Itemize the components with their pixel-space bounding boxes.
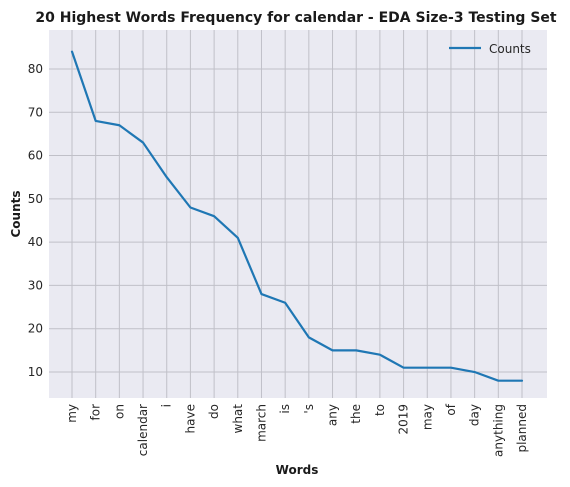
x-tick-label: planned [515,404,529,453]
x-axis-label: Words [276,463,319,477]
y-tick-label: 10 [28,365,43,379]
y-axis-ticks: 10 20 30 40 50 60 70 80 [28,62,43,379]
x-tick-label: calendar [136,404,150,456]
legend-label: Counts [489,42,531,56]
x-tick-label: of [444,403,458,415]
x-axis-ticks: my for on calendar i have do what march is 's any th… [65,403,529,457]
grid [49,30,547,398]
y-tick-label: 80 [28,62,43,76]
x-tick-label: the [349,404,363,424]
series-line [70,50,524,382]
y-tick-label: 20 [28,322,43,336]
legend: Counts [449,42,531,56]
y-tick-label: 30 [28,278,43,292]
x-tick-label: on [112,404,126,419]
x-tick-label: is [278,404,292,414]
x-tick-label: do [207,404,221,419]
y-tick-label: 60 [28,149,43,163]
x-tick-label: for [89,404,103,421]
series [70,50,524,382]
plot-area [49,30,547,398]
x-tick-label: anything [491,404,505,457]
y-tick-label: 70 [28,105,43,119]
y-tick-label: 50 [28,192,43,206]
x-tick-label: 2019 [397,404,411,435]
x-tick-label: what [231,404,245,434]
x-tick-label: have [183,404,197,433]
x-tick-label: day [468,404,482,426]
x-tick-label: 's [302,404,316,414]
y-tick-label: 40 [28,235,43,249]
x-tick-label: i [160,404,174,407]
x-tick-label: to [373,404,387,416]
x-tick-label: may [420,404,434,430]
x-tick-label: march [254,404,268,442]
x-tick-label: any [326,404,340,426]
x-tick-label: my [65,404,79,423]
y-axis-label: Counts [9,190,23,237]
chart-title: 20 Highest Words Frequency for calendar … [35,10,556,26]
